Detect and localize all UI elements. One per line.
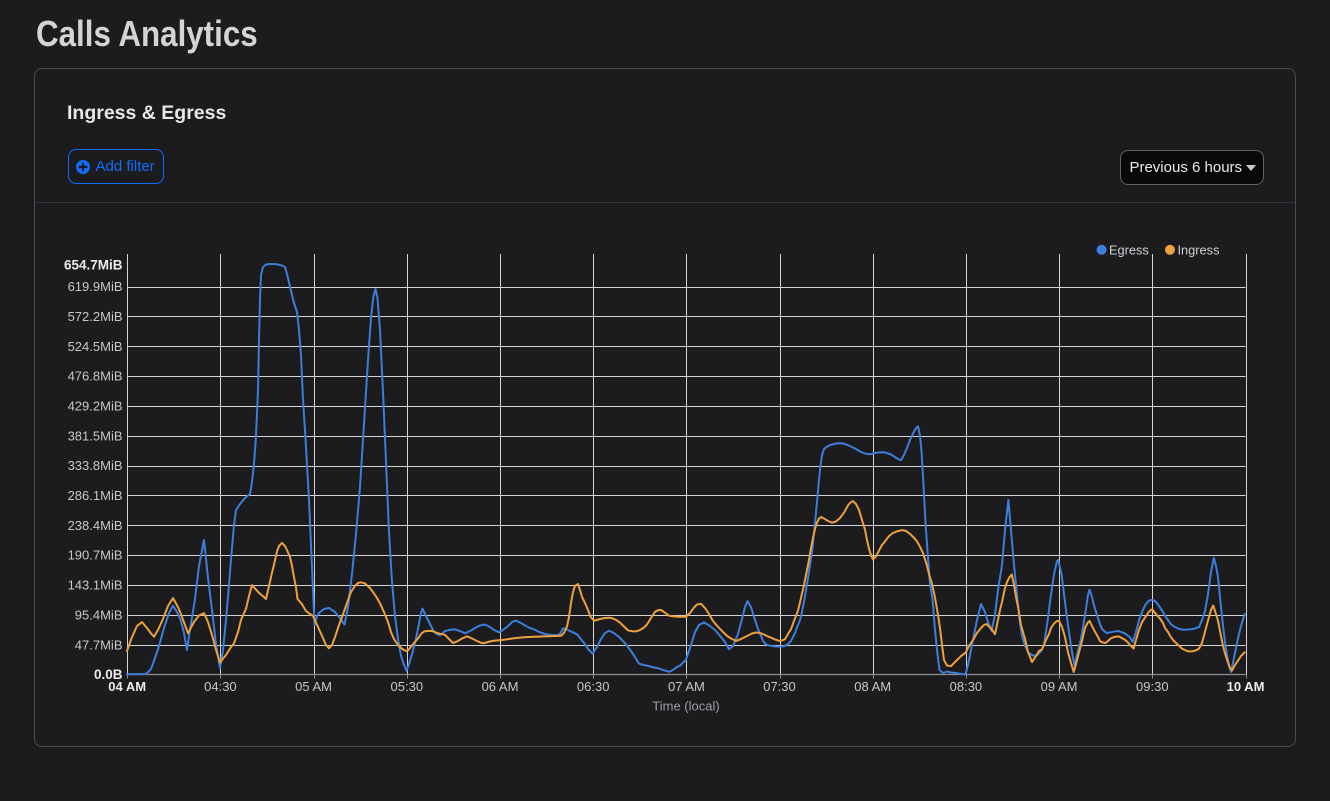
svg-text:06:30: 06:30	[577, 679, 610, 694]
svg-text:Time (local): Time (local)	[652, 699, 719, 714]
svg-text:476.8MiB: 476.8MiB	[68, 369, 123, 384]
svg-text:05 AM: 05 AM	[295, 679, 332, 694]
svg-text:09 AM: 09 AM	[1041, 679, 1078, 694]
svg-text:654.7MiB: 654.7MiB	[64, 258, 123, 273]
svg-text:04 AM: 04 AM	[108, 679, 146, 694]
svg-text:07:30: 07:30	[763, 679, 796, 694]
svg-text:10 AM: 10 AM	[1227, 679, 1265, 694]
svg-text:524.5MiB: 524.5MiB	[68, 339, 123, 354]
svg-text:429.2MiB: 429.2MiB	[68, 399, 123, 414]
svg-text:95.4MiB: 95.4MiB	[75, 607, 123, 622]
svg-text:04:30: 04:30	[204, 679, 237, 694]
svg-text:08:30: 08:30	[950, 679, 983, 694]
svg-text:238.4MiB: 238.4MiB	[68, 518, 123, 533]
svg-text:143.1MiB: 143.1MiB	[68, 578, 123, 593]
svg-text:09:30: 09:30	[1136, 679, 1169, 694]
svg-text:619.9MiB: 619.9MiB	[68, 279, 123, 294]
svg-text:381.5MiB: 381.5MiB	[68, 428, 123, 443]
svg-text:06 AM: 06 AM	[482, 679, 519, 694]
svg-text:05:30: 05:30	[391, 679, 424, 694]
svg-text:08 AM: 08 AM	[854, 679, 891, 694]
svg-text:Egress: Egress	[1109, 243, 1149, 258]
svg-text:190.7MiB: 190.7MiB	[68, 548, 123, 563]
svg-text:47.7MiB: 47.7MiB	[75, 637, 123, 652]
svg-text:0.0B: 0.0B	[94, 667, 123, 682]
svg-text:286.1MiB: 286.1MiB	[68, 488, 123, 503]
svg-text:333.8MiB: 333.8MiB	[68, 458, 123, 473]
svg-text:07 AM: 07 AM	[668, 679, 705, 694]
svg-text:572.2MiB: 572.2MiB	[68, 309, 123, 324]
svg-text:Ingress: Ingress	[1178, 243, 1220, 258]
